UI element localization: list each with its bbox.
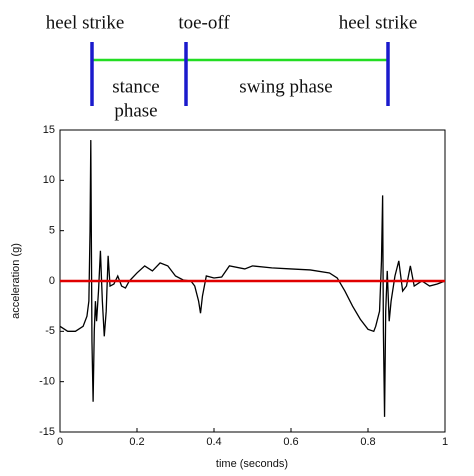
- y-tick-label: 15: [43, 124, 55, 136]
- y-tick-label: 0: [49, 275, 55, 287]
- y-tick-label: 10: [43, 174, 55, 186]
- x-tick-label: 0: [57, 436, 63, 448]
- annotation: stance: [112, 76, 159, 97]
- x-tick-label: 0.2: [129, 436, 144, 448]
- y-tick-label: -10: [39, 376, 55, 388]
- annotation: heel strike: [339, 12, 418, 33]
- signal-line: [59, 140, 446, 417]
- x-axis-label: time (seconds): [216, 458, 288, 470]
- annotation: toe-off: [178, 12, 230, 33]
- y-tick-label: 5: [49, 225, 55, 237]
- x-tick-label: 1: [442, 436, 448, 448]
- annotation: swing phase: [239, 76, 332, 97]
- y-axis-label: acceleration (g): [10, 243, 22, 319]
- y-tick-label: -15: [39, 426, 55, 438]
- annotation: heel strike: [46, 12, 125, 33]
- x-tick-label: 0.4: [206, 436, 221, 448]
- x-tick-label: 0.6: [283, 436, 298, 448]
- x-tick-label: 0.8: [360, 436, 375, 448]
- phase-diagram: heel strike toe-off heel strike stance p…: [46, 12, 418, 121]
- annotation: phase: [114, 100, 157, 121]
- y-tick-label: -5: [45, 325, 55, 337]
